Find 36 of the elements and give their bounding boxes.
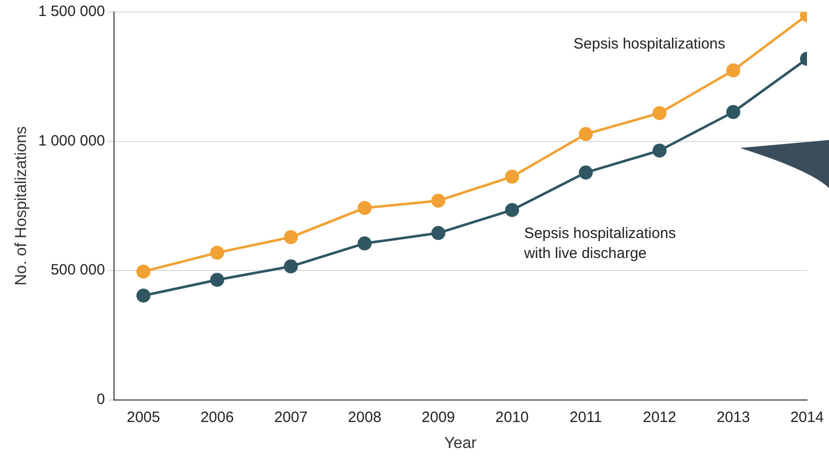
point [284, 259, 298, 274]
point [431, 194, 446, 208]
x-tick-label: 2011 [570, 408, 602, 426]
point [210, 246, 224, 260]
point [726, 63, 740, 78]
point [210, 272, 224, 287]
point [358, 200, 372, 215]
x-tick-label: 2012 [642, 408, 676, 426]
y-tick-label: 1 500 000 [38, 3, 105, 20]
point [284, 230, 298, 244]
x-tick-label: 2010 [495, 408, 529, 426]
y-tick-label: 1 000 000 [38, 132, 105, 150]
point [136, 264, 150, 279]
x-tick-label: 2005 [126, 408, 160, 426]
series-label: Sepsis hospitalizations with live discharge [523, 225, 676, 262]
point [136, 288, 150, 303]
x-tick-label: 2007 [274, 408, 308, 426]
y-axis-title: No. of Hospitalizations [13, 126, 30, 286]
point [431, 226, 446, 240]
point [358, 236, 372, 250]
x-tick-label: 2014 [790, 408, 824, 426]
point [578, 166, 593, 180]
x-axis-title: Year [444, 434, 478, 452]
point [652, 144, 667, 158]
x-tick-label: 2008 [348, 408, 382, 426]
point [505, 170, 520, 184]
y-tick-label: 500 000 [50, 262, 105, 279]
y-tick-label: 0 [96, 390, 105, 408]
x-tick-label: 2013 [716, 408, 750, 426]
x-tick-label: 2009 [422, 408, 456, 426]
x-tick-label: 2006 [200, 408, 234, 426]
point [652, 106, 667, 120]
series-label: Sepsis hospitalizations [574, 35, 726, 52]
point [578, 127, 593, 142]
point [505, 203, 520, 218]
point [726, 105, 740, 120]
